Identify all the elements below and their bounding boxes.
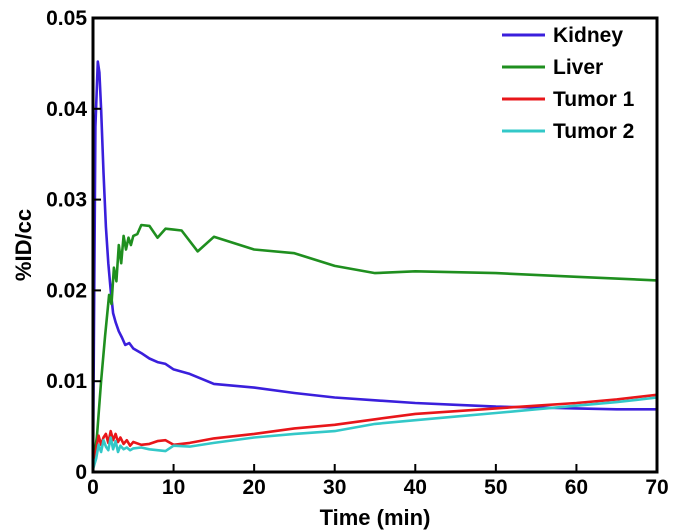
x-tick-label: 20: [242, 476, 265, 499]
y-tick-label: 0: [75, 461, 87, 484]
x-tick-label: 10: [162, 476, 185, 499]
y-tick-label: 0.02: [46, 279, 87, 302]
series-line-kidney: [91, 60, 659, 469]
y-tick-label: 0.03: [46, 189, 87, 212]
x-axis: 0 10 20 30 40 50 60 70: [87, 464, 669, 499]
y-tick-label: 0.04: [46, 98, 87, 121]
x-tick-label: 50: [484, 476, 507, 499]
series-lines: [91, 60, 659, 471]
x-tick-label: 60: [565, 476, 588, 499]
x-tick-label: 70: [645, 476, 668, 499]
x-axis-title: Time (min): [320, 505, 431, 530]
series-line-tumor-2: [91, 396, 659, 471]
series-line-tumor-1: [91, 393, 659, 469]
x-tick-label: 30: [323, 476, 346, 499]
legend-label: Kidney: [553, 24, 623, 47]
legend: Kidney Liver Tumor 1 Tumor 2: [502, 24, 635, 143]
series-line-liver: [91, 223, 659, 469]
legend-label: Tumor 2: [553, 120, 634, 143]
x-tick-label: 0: [87, 476, 99, 499]
x-tick-label: 40: [404, 476, 427, 499]
y-axis: 0 0.01 0.02 0.03 0.04 0.05: [46, 7, 101, 484]
plot-frame: [91, 16, 659, 474]
legend-label: Liver: [553, 56, 603, 79]
legend-label: Tumor 1: [553, 88, 635, 111]
y-axis-title: %ID/cc: [11, 209, 36, 281]
y-tick-label: 0.05: [46, 7, 87, 30]
y-tick-label: 0.01: [46, 370, 87, 393]
